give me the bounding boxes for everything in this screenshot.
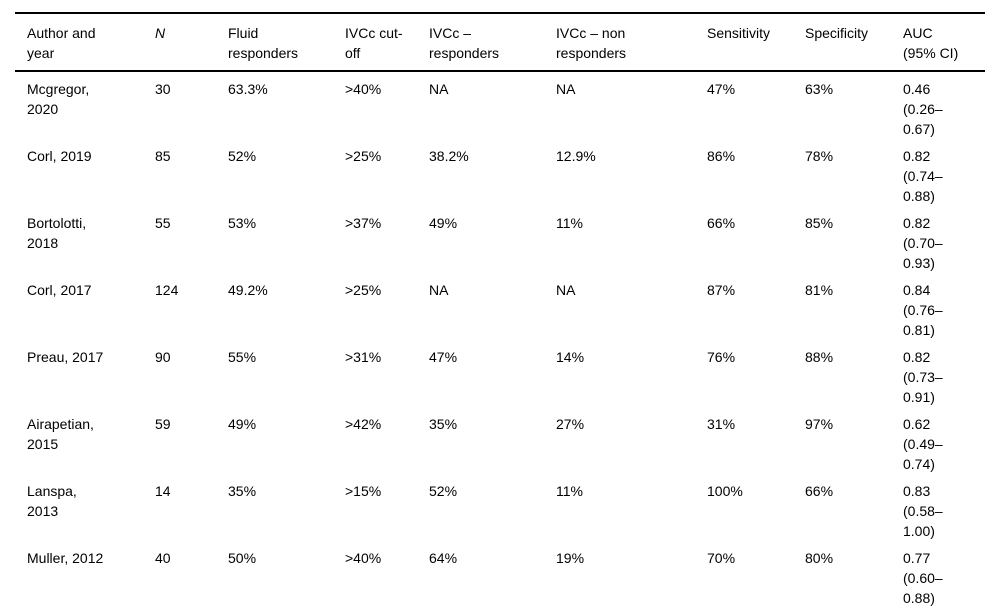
table-cell: 85% — [805, 215, 834, 231]
table-cell: 19% — [556, 550, 585, 566]
table-cell: Corl, 2019 — [27, 148, 92, 164]
table-row: Corl, 2019 85 52% >25% 38.2% 12.9% 86% 78% 0.82 … — [15, 139, 985, 206]
table-cell: 124 — [155, 282, 179, 298]
table-cell: 63.3% — [228, 81, 268, 97]
table-cell: 0.77 (0.60– 0.88) — [903, 550, 943, 606]
table-cell: 78% — [805, 148, 834, 164]
table-header-row: Author and year N Fluid responders IVCc … — [15, 13, 985, 72]
table-cell: 66% — [805, 483, 834, 499]
col-fluid-responders: Fluid responders — [228, 13, 345, 72]
table-cell: 0.83 (0.58– 1.00) — [903, 483, 943, 539]
table-cell: 52% — [429, 483, 458, 499]
table-row: Muller, 2012 40 50% >40% 64% 19% 70% 80% 0.77 (0… — [15, 541, 985, 611]
table-cell: >15% — [345, 483, 382, 499]
table-cell: 52% — [228, 148, 257, 164]
table-cell: Mcgregor, 2020 — [27, 81, 90, 117]
table-cell: 81% — [805, 282, 834, 298]
table-row: Bortolotti, 2018 55 53% >37% 49% 11% 66% 85% 0.8… — [15, 206, 985, 273]
table-cell: Bortolotti, 2018 — [27, 215, 87, 251]
table-cell: Muller, 2012 — [27, 550, 104, 566]
table-cell: NA — [556, 282, 576, 298]
table-cell: 40 — [155, 550, 171, 566]
table-cell: 14% — [556, 349, 585, 365]
col-ivcc-responders: IVCc – responders — [429, 13, 556, 72]
table-cell: 100% — [707, 483, 743, 499]
table-cell: 64% — [429, 550, 458, 566]
table-cell: >31% — [345, 349, 382, 365]
table-cell: 0.82 (0.70– 0.93) — [903, 215, 943, 271]
table-cell: NA — [429, 282, 449, 298]
table-cell: 50% — [228, 550, 257, 566]
table-cell: >25% — [345, 148, 382, 164]
table-cell: >37% — [345, 215, 382, 231]
table-cell: 11% — [556, 215, 583, 231]
table-row: Preau, 2017 90 55% >31% 47% 14% 76% 88% 0.82 (0.… — [15, 340, 985, 407]
table-cell: 86% — [707, 148, 736, 164]
col-sensitivity: Sensitivity — [707, 13, 805, 72]
studies-table: Author and year N Fluid responders IVCc … — [15, 12, 985, 611]
table-cell: NA — [556, 81, 576, 97]
table-cell: NA — [429, 81, 449, 97]
table-cell: 49.2% — [228, 282, 268, 298]
col-ivcc-cutoff: IVCc cut- off — [345, 13, 429, 72]
table-row: Airapetian, 2015 59 49% >42% 35% 27% 31% 97% 0.6… — [15, 407, 985, 474]
table-cell: 35% — [429, 416, 458, 432]
table-cell: 55 — [155, 215, 171, 231]
table-cell: 11% — [556, 483, 583, 499]
table-cell: Lanspa, 2013 — [27, 483, 77, 519]
table-cell: 90 — [155, 349, 171, 365]
table-cell: >42% — [345, 416, 382, 432]
table-cell: 30 — [155, 81, 171, 97]
table-cell: 0.84 (0.76– 0.81) — [903, 282, 943, 338]
table-cell: 53% — [228, 215, 257, 231]
table-cell: 66% — [707, 215, 736, 231]
table-cell: 63% — [805, 81, 834, 97]
col-author-year: Author and year — [15, 13, 155, 72]
table-cell: 49% — [429, 215, 458, 231]
table-cell: 55% — [228, 349, 257, 365]
table-cell: 85 — [155, 148, 171, 164]
table-cell: 27% — [556, 416, 585, 432]
col-ivcc-non-responders: IVCc – non responders — [556, 13, 707, 72]
table-cell: 35% — [228, 483, 257, 499]
table-cell: 49% — [228, 416, 257, 432]
table-cell: 88% — [805, 349, 834, 365]
table-cell: 47% — [429, 349, 458, 365]
table-cell: 14 — [155, 483, 171, 499]
table-cell: 38.2% — [429, 148, 469, 164]
table-row: Corl, 2017 124 49.2% >25% NA NA 87% 81% 0.84 (0.… — [15, 273, 985, 340]
table-cell: Airapetian, 2015 — [27, 416, 94, 452]
col-specificity: Specificity — [805, 13, 903, 72]
table-cell: 87% — [707, 282, 736, 298]
table-cell: Corl, 2017 — [27, 282, 92, 298]
table-cell: 59 — [155, 416, 171, 432]
table-cell: Preau, 2017 — [27, 349, 104, 365]
table-row: Mcgregor, 2020 30 63.3% >40% NA NA 47% 63% 0.46 … — [15, 71, 985, 139]
col-auc-95ci: AUC (95% CI) — [903, 13, 985, 72]
table-cell: 97% — [805, 416, 834, 432]
table-cell: 12.9% — [556, 148, 596, 164]
table-cell: 80% — [805, 550, 834, 566]
table-cell: 70% — [707, 550, 736, 566]
table-body: Mcgregor, 2020 30 63.3% >40% NA NA 47% 63% 0.46 … — [15, 71, 985, 611]
table-cell: 0.46 (0.26– 0.67) — [903, 81, 943, 137]
col-n: N — [155, 13, 228, 72]
table-cell: 76% — [707, 349, 736, 365]
table-cell: 47% — [707, 81, 736, 97]
table-cell: >40% — [345, 81, 382, 97]
table-row: Lanspa, 2013 14 35% >15% 52% 11% 100% 66% 0.83 (… — [15, 474, 985, 541]
table-cell: 31% — [707, 416, 736, 432]
table-cell: 0.62 (0.49– 0.74) — [903, 416, 943, 472]
table-cell: >40% — [345, 550, 382, 566]
table-cell: 0.82 (0.74– 0.88) — [903, 148, 943, 204]
table-cell: >25% — [345, 282, 382, 298]
table-cell: 0.82 (0.73– 0.91) — [903, 349, 943, 405]
